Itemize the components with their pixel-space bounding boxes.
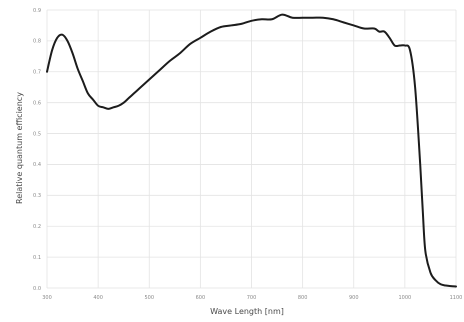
x-tick-label: 1100 (450, 295, 463, 301)
series-line-0 (46, 13, 457, 288)
x-axis-title: Wave Length [nm] (210, 307, 284, 316)
y-tick-label: 0.1 (33, 255, 41, 261)
y-axis-title: Relative quantum efficiency (15, 92, 24, 204)
x-tick-label: 300 (42, 295, 52, 301)
y-tick-label: 0.6 (33, 100, 41, 106)
series-layer (46, 13, 457, 288)
y-tick-label: 0.5 (33, 131, 41, 137)
x-tick-label: 400 (93, 295, 103, 301)
y-tick-label: 0.7 (33, 70, 41, 76)
y-tick-label: 0.9 (33, 8, 41, 14)
x-tick-label: 700 (247, 295, 257, 301)
x-tick-label: 800 (298, 295, 308, 301)
y-tick-label: 0.8 (33, 39, 41, 45)
x-tick-label: 900 (349, 295, 359, 301)
y-axis-ticks: 0.0 0.1 0.2 0.3 0.4 0.5 0.6 0.7 0.8 0.9 (33, 8, 41, 292)
y-tick-label: 0.2 (33, 224, 41, 230)
y-tick-label: 0.3 (33, 193, 41, 199)
y-tick-label: 0.0 (33, 286, 41, 292)
x-tick-label: 1000 (399, 295, 412, 301)
x-tick-label: 500 (144, 295, 154, 301)
grid (46, 9, 457, 289)
y-tick-label: 0.4 (33, 162, 41, 168)
x-tick-label: 600 (196, 295, 206, 301)
x-axis-ticks: 300 400 500 600 700 800 900 1000 1100 (42, 295, 462, 301)
